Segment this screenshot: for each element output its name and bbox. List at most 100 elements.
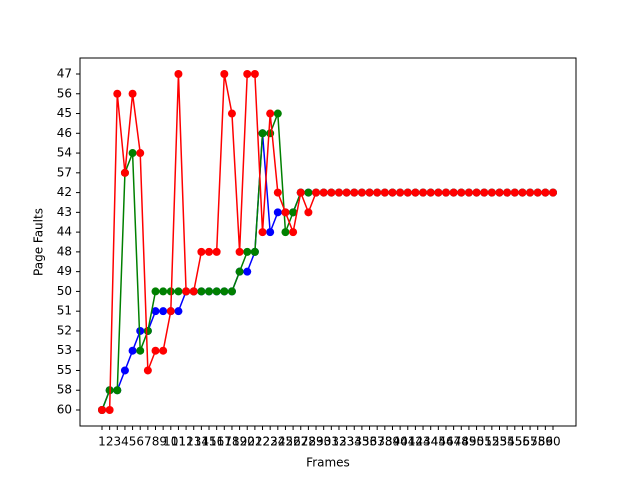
- point: [319, 188, 328, 197]
- x-tick-label: 37: [370, 435, 385, 449]
- x-tick-label: 54: [499, 435, 514, 449]
- y-tick-label: 45: [57, 106, 72, 120]
- point: [266, 109, 275, 118]
- x-tick-label: 43: [415, 435, 430, 449]
- x-tick-label: 30: [316, 435, 331, 449]
- point: [526, 188, 535, 197]
- point: [350, 188, 359, 197]
- y-tick-label: 52: [57, 323, 72, 337]
- point: [174, 70, 183, 78]
- x-tick-label: 8: [152, 435, 160, 449]
- point: [533, 188, 542, 197]
- x-tick-label: 5: [129, 435, 137, 449]
- x-tick-label: 52: [484, 435, 499, 449]
- point: [403, 188, 412, 197]
- point: [235, 247, 244, 256]
- y-axis-label: Page Faults: [32, 208, 46, 276]
- x-tick-label: 14: [194, 435, 209, 449]
- x-tick-label: 39: [385, 435, 400, 449]
- x-tick-label: 56: [515, 435, 530, 449]
- series-line: [101, 133, 553, 411]
- y-tick-label: 56: [57, 86, 72, 100]
- x-tick-label: 21: [247, 435, 262, 449]
- point: [510, 188, 519, 197]
- y-tick-label: 42: [57, 185, 72, 199]
- x-tick-label: 13: [186, 435, 201, 449]
- series-line: [101, 113, 553, 411]
- y-tick-label: 43: [57, 205, 72, 219]
- x-axis-label: Frames: [306, 456, 350, 470]
- point: [98, 406, 106, 414]
- x-tick-label: 12: [178, 435, 193, 449]
- point: [380, 188, 389, 197]
- point: [549, 188, 557, 197]
- point: [434, 188, 443, 197]
- x-tick-label: 18: [224, 435, 239, 449]
- x-tick-label: 1: [98, 435, 106, 449]
- x-tick-label: 41: [400, 435, 415, 449]
- point: [189, 287, 198, 296]
- x-tick-label: 36: [362, 435, 377, 449]
- x-tick-label: 53: [492, 435, 507, 449]
- point: [312, 188, 321, 197]
- x-tick-label: 57: [522, 435, 537, 449]
- x-tick-label: 10: [163, 435, 178, 449]
- point: [373, 188, 382, 197]
- point: [273, 109, 282, 118]
- x-tick-label: 48: [454, 435, 469, 449]
- point: [120, 168, 129, 177]
- x-tick-label: 3: [113, 435, 121, 449]
- point: [281, 228, 290, 237]
- point: [113, 386, 122, 395]
- x-tick-label: 28: [301, 435, 316, 449]
- x-tick-label: 44: [423, 435, 438, 449]
- x-tick-label: 6: [136, 435, 144, 449]
- point: [243, 267, 252, 276]
- point: [464, 188, 473, 197]
- x-tick-label: 51: [477, 435, 492, 449]
- point: [487, 188, 496, 197]
- x-tick-label: 25: [278, 435, 293, 449]
- y-tick-label: 48: [57, 244, 72, 258]
- point: [205, 247, 214, 256]
- point: [143, 326, 152, 335]
- point: [159, 346, 168, 355]
- point: [396, 188, 405, 197]
- x-tick-label: 20: [240, 435, 255, 449]
- x-tick-label: 2: [106, 435, 114, 449]
- y-tick-label: 49: [57, 264, 72, 278]
- point: [227, 287, 236, 296]
- x-tick-label: 55: [507, 435, 522, 449]
- point: [480, 188, 489, 197]
- point: [250, 247, 259, 256]
- x-tick-label: 29: [308, 435, 323, 449]
- point: [426, 188, 435, 197]
- point: [273, 188, 282, 197]
- point: [151, 346, 160, 355]
- y-tick-label: 54: [57, 146, 72, 160]
- point: [197, 247, 206, 256]
- x-tick-label: 24: [270, 435, 285, 449]
- point: [166, 307, 175, 316]
- point: [289, 228, 298, 237]
- point: [334, 188, 343, 197]
- x-tick-label: 26: [285, 435, 300, 449]
- point: [281, 208, 290, 217]
- x-tick-label: 32: [331, 435, 346, 449]
- x-tick-label: 42: [408, 435, 423, 449]
- point: [441, 188, 450, 197]
- y-tick-label: 58: [57, 383, 72, 397]
- point: [128, 346, 137, 355]
- x-tick-label: 47: [446, 435, 461, 449]
- point: [495, 188, 504, 197]
- x-tick-label: 46: [438, 435, 453, 449]
- point: [105, 406, 114, 414]
- point: [151, 307, 160, 316]
- point: [128, 149, 137, 158]
- point: [159, 307, 168, 316]
- point: [120, 366, 129, 375]
- point: [205, 287, 214, 296]
- x-tick-label: 58: [530, 435, 545, 449]
- x-tick-label: 19: [232, 435, 247, 449]
